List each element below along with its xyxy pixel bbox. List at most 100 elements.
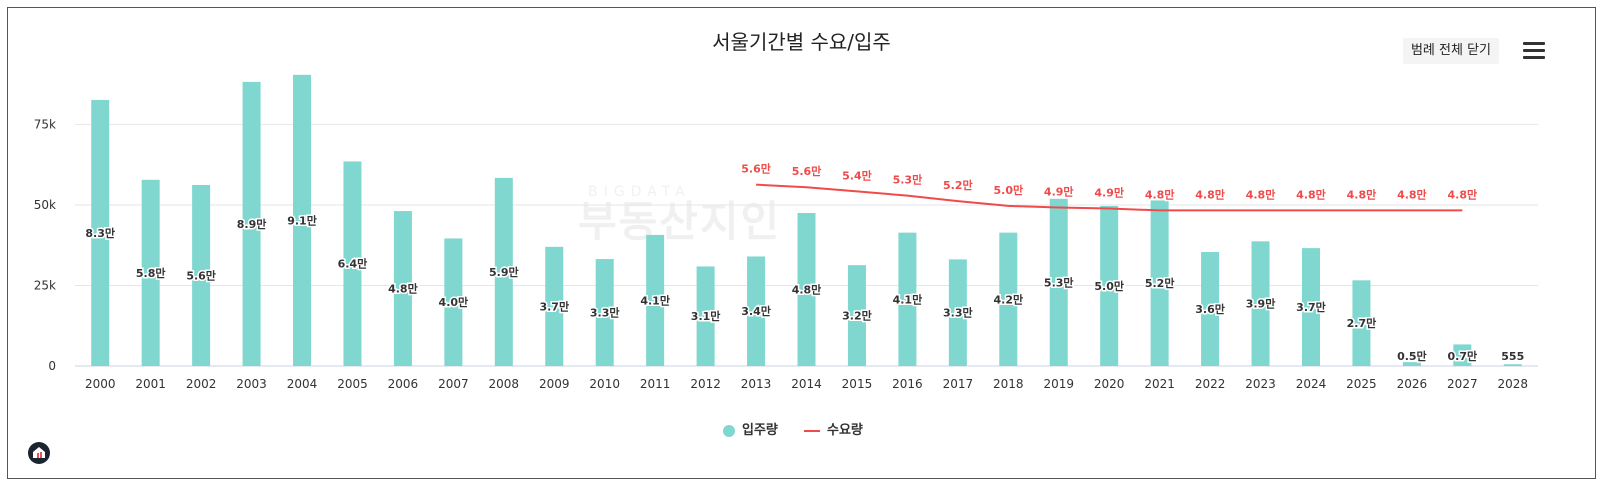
bar-data-label: 3.6만 xyxy=(1195,302,1225,316)
x-tick-label: 2024 xyxy=(1296,377,1327,391)
line-data-label: 5.4만 xyxy=(842,168,872,182)
bar xyxy=(1150,200,1169,366)
bar xyxy=(91,99,110,367)
bar xyxy=(192,184,211,366)
x-tick-label: 2014 xyxy=(791,377,822,391)
x-tick-label: 2008 xyxy=(489,377,520,391)
legend-label-bars: 입주량 xyxy=(742,423,778,438)
legend-close-all-button[interactable]: 범례 전체 닫기 xyxy=(1402,38,1499,64)
bar xyxy=(797,213,816,366)
y-tick-label: 25k xyxy=(34,278,56,292)
y-tick-label: 0 xyxy=(48,359,56,373)
line-data-label: 4.8만 xyxy=(1397,187,1427,201)
line-data-label: 5.0만 xyxy=(993,183,1023,197)
line-data-label: 5.6만 xyxy=(792,164,822,178)
chart-plot: 0 25k 50k 75k 2000 2001 2002 2003 2004 2005 2006 20… xyxy=(34,74,1538,391)
bar xyxy=(1503,364,1522,366)
bar-data-label: 4.8만 xyxy=(792,283,822,297)
bar xyxy=(1301,248,1320,366)
bar-data-label: 5.0만 xyxy=(1094,279,1124,293)
bar xyxy=(444,238,463,366)
bar xyxy=(494,177,513,366)
bar xyxy=(1201,251,1220,366)
bar xyxy=(343,161,362,366)
bar xyxy=(1251,241,1270,366)
x-tick-label: 2012 xyxy=(690,377,721,391)
bar-data-label: 4.0만 xyxy=(439,295,469,309)
legend: 입주량 수요량 xyxy=(8,420,1595,442)
x-tick-label: 2005 xyxy=(337,377,368,391)
bar xyxy=(595,259,614,366)
y-tick-label: 75k xyxy=(34,117,56,131)
demand-line xyxy=(756,183,1463,212)
bar xyxy=(141,179,160,366)
x-tick-label: 2026 xyxy=(1397,377,1428,391)
x-tick-label: 2016 xyxy=(892,377,923,391)
line-data-label: 4.8만 xyxy=(1145,187,1175,201)
bar xyxy=(545,246,564,366)
x-tick-label: 2020 xyxy=(1094,377,1125,391)
line-data-label: 4.8만 xyxy=(1246,187,1276,201)
bar xyxy=(696,266,715,366)
x-tick-label: 2002 xyxy=(186,377,217,391)
bar-data-label: 3.9만 xyxy=(1246,297,1276,311)
x-tick-label: 2022 xyxy=(1195,377,1226,391)
x-tick-label: 2003 xyxy=(236,377,267,391)
x-tick-label: 2004 xyxy=(287,377,318,391)
x-tick-label: 2015 xyxy=(842,377,873,391)
bar-data-label: 555 xyxy=(1501,350,1524,363)
bar-data-label: 5.3만 xyxy=(1044,275,1074,289)
watermark-bigdata: BIGDATA xyxy=(588,184,691,200)
bar xyxy=(293,74,312,367)
bar-data-label: 3.3만 xyxy=(590,306,620,320)
line-data-label: 4.8만 xyxy=(1347,187,1377,201)
menu-icon[interactable] xyxy=(1523,42,1545,60)
x-tick-label: 2025 xyxy=(1346,377,1377,391)
x-tick-label: 2009 xyxy=(539,377,570,391)
bar xyxy=(393,211,412,366)
x-tick-label: 2000 xyxy=(85,377,116,391)
bar-data-label: 5.8만 xyxy=(136,266,166,280)
x-tick-label: 2010 xyxy=(589,377,620,391)
bar xyxy=(999,232,1018,366)
bar-data-label: 3.3만 xyxy=(943,306,973,320)
line-data-label: 5.2만 xyxy=(943,178,973,192)
line-data-label: 5.3만 xyxy=(893,173,923,187)
y-tick-label: 50k xyxy=(34,198,56,212)
bar-data-label: 4.2만 xyxy=(993,292,1023,306)
bar-data-label: 3.4만 xyxy=(741,304,771,318)
x-tick-label: 2006 xyxy=(388,377,419,391)
line-data-label: 5.6만 xyxy=(741,162,771,176)
x-tick-label: 2001 xyxy=(135,377,166,391)
bar-data-label: 0.5만 xyxy=(1397,349,1427,363)
bar-data-label: 5.2만 xyxy=(1145,276,1175,290)
bar-data-label: 6.4만 xyxy=(338,257,368,271)
bar-data-label: 4.8만 xyxy=(388,282,418,296)
bar-data-label: 3.2만 xyxy=(842,309,872,323)
x-tick-label: 2021 xyxy=(1144,377,1175,391)
home-logo-icon[interactable] xyxy=(28,442,50,464)
x-tick-label: 2028 xyxy=(1498,377,1529,391)
bar-data-label: 4.1만 xyxy=(893,292,923,306)
bar-data-label: 8.3만 xyxy=(85,226,115,240)
bar-data-label: 3.7만 xyxy=(539,299,569,313)
chart-frame: 서울기간별 수요/입주 BIGDATA 부동산지인 범례 전체 닫기 0 25k 5… xyxy=(7,7,1596,479)
chart-title: 서울기간별 수요/입주 xyxy=(712,30,891,54)
legend-dot-icon xyxy=(723,425,735,437)
x-tick-label: 2013 xyxy=(741,377,772,391)
x-tick-label: 2007 xyxy=(438,377,469,391)
line-data-label: 4.8만 xyxy=(1448,187,1478,201)
bar xyxy=(1402,362,1421,366)
line-data-label: 4.8만 xyxy=(1296,187,1326,201)
bar xyxy=(646,234,665,366)
legend-label-line: 수요량 xyxy=(827,423,863,438)
bar-data-label: 8.9만 xyxy=(237,217,267,231)
x-tick-label: 2017 xyxy=(943,377,974,391)
bar-data-label: 5.6만 xyxy=(186,268,216,282)
bar xyxy=(847,265,866,366)
bar-data-label: 3.1만 xyxy=(691,309,721,323)
bar-data-label: 5.9만 xyxy=(489,265,519,279)
x-tick-label: 2023 xyxy=(1245,377,1276,391)
line-data-label: 4.9만 xyxy=(1044,185,1074,199)
line-data-label: 4.9만 xyxy=(1094,185,1124,199)
